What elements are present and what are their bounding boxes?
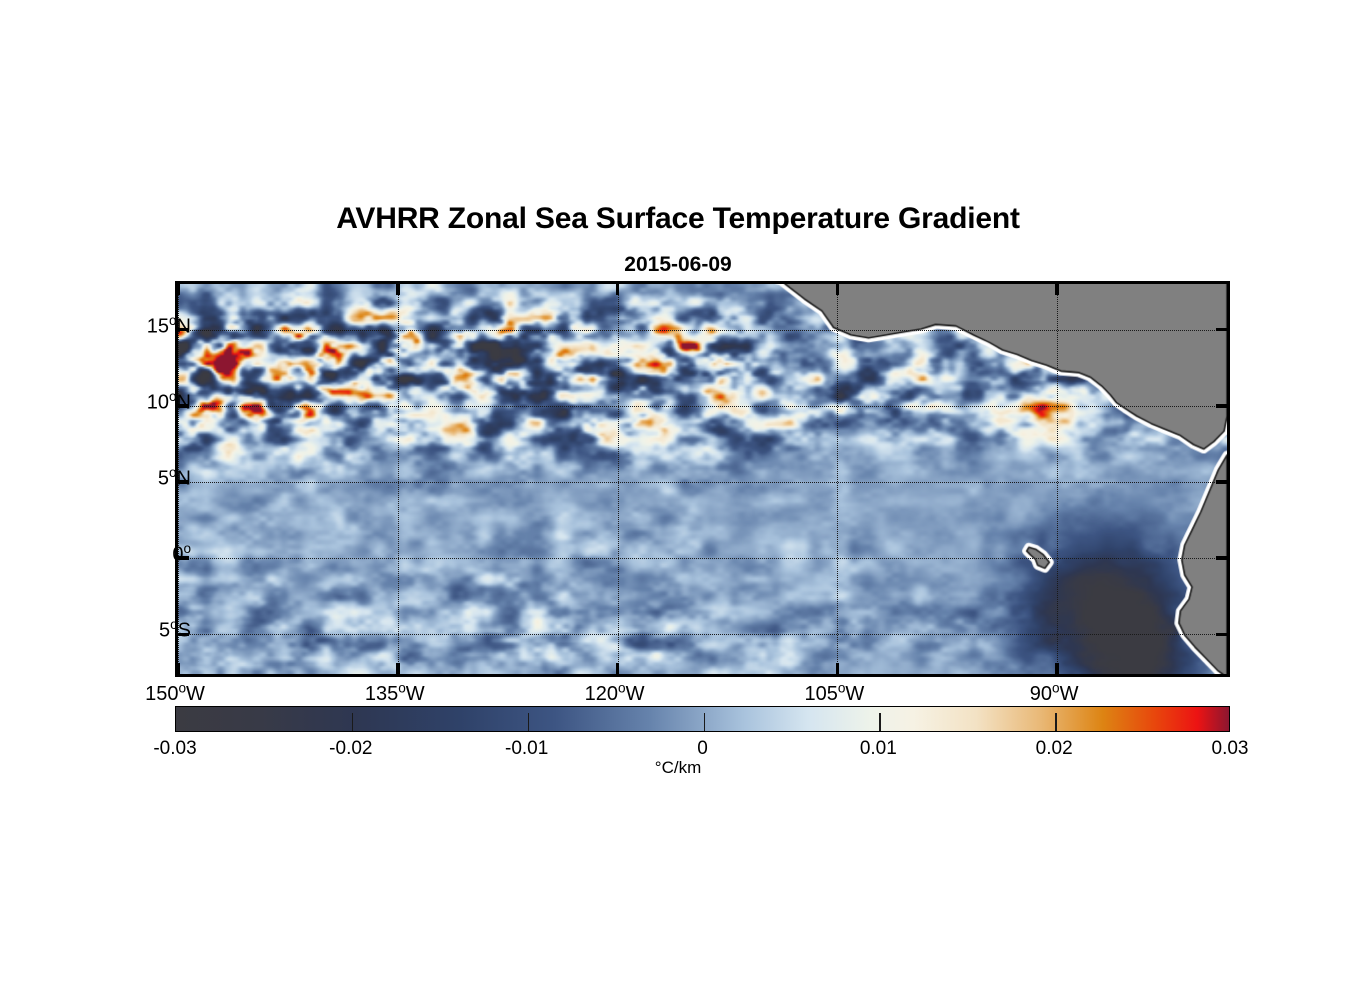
tick-lon-105°W [835,663,840,674]
colorbar-tick-0 [703,713,705,731]
tick-lat-0° [178,556,189,560]
x-tick-label-105°W: 105oW [804,680,865,705]
land-mask-layer [178,284,1227,674]
colorbar-label--0.01: -0.01 [505,738,549,759]
tick-lat-5°N [1216,480,1227,484]
tick-lat-15°N [1216,327,1227,332]
tick-lat-5°S [1216,632,1227,637]
x-tick-label-135°W: 135oW [364,680,425,705]
colorbar-unit-label: °C/km [654,758,702,777]
y-tick-label-5°N: 5oN [157,464,191,490]
colorbar-label-0.01: 0.01 [859,738,897,759]
colorbar-label-0.02: 0.02 [1035,738,1073,759]
colorbar-tick-0.01 [879,713,881,731]
tick-lat-10°N [1216,404,1227,408]
colorbar-label--0.02: -0.02 [329,738,373,759]
colorbar-label-0.03: 0.03 [1211,738,1249,759]
tick-lon-90°W [1055,663,1059,674]
tick-lon-135°W [396,663,400,674]
colorbar-gradient [176,707,1229,731]
y-tick-label-0°: 0o [172,540,191,566]
tick-lon-120°W [615,284,620,295]
tick-lon-135°W [396,284,400,295]
figure-subtitle: 2015-06-09 [624,253,732,276]
colorbar-label-0: 0 [697,738,708,759]
tick-lon-150°W [178,284,180,295]
colorbar [175,706,1230,732]
y-tick-label-10°N: 10oN [146,388,191,414]
tick-lon-90°W [1055,284,1059,295]
tick-lat-0° [1216,556,1227,560]
tick-lat-15°N [178,327,189,332]
x-tick-label-90°W: 90oW [1029,680,1079,705]
colorbar-tick--0.01 [527,713,530,731]
colorbar-label--0.03: -0.03 [153,738,197,759]
tick-lon-150°W [178,663,180,674]
y-tick-label-5°S: 5oS [158,617,191,642]
colorbar-tick-0.02 [1055,713,1057,731]
tick-lat-5°N [178,480,189,484]
x-tick-label-150°W: 150oW [145,680,205,705]
colorbar-tick--0.02 [351,713,354,731]
x-tick-label-120°W: 120oW [584,680,645,705]
figure-title: AVHRR Zonal Sea Surface Temperature Grad… [336,202,1020,235]
tick-lon-120°W [615,663,620,674]
tick-lat-5°S [178,632,189,637]
tick-lat-10°N [178,404,189,408]
map-axes [175,281,1230,677]
tick-lon-105°W [835,284,840,295]
y-tick-label-15°N: 15oN [146,312,191,338]
